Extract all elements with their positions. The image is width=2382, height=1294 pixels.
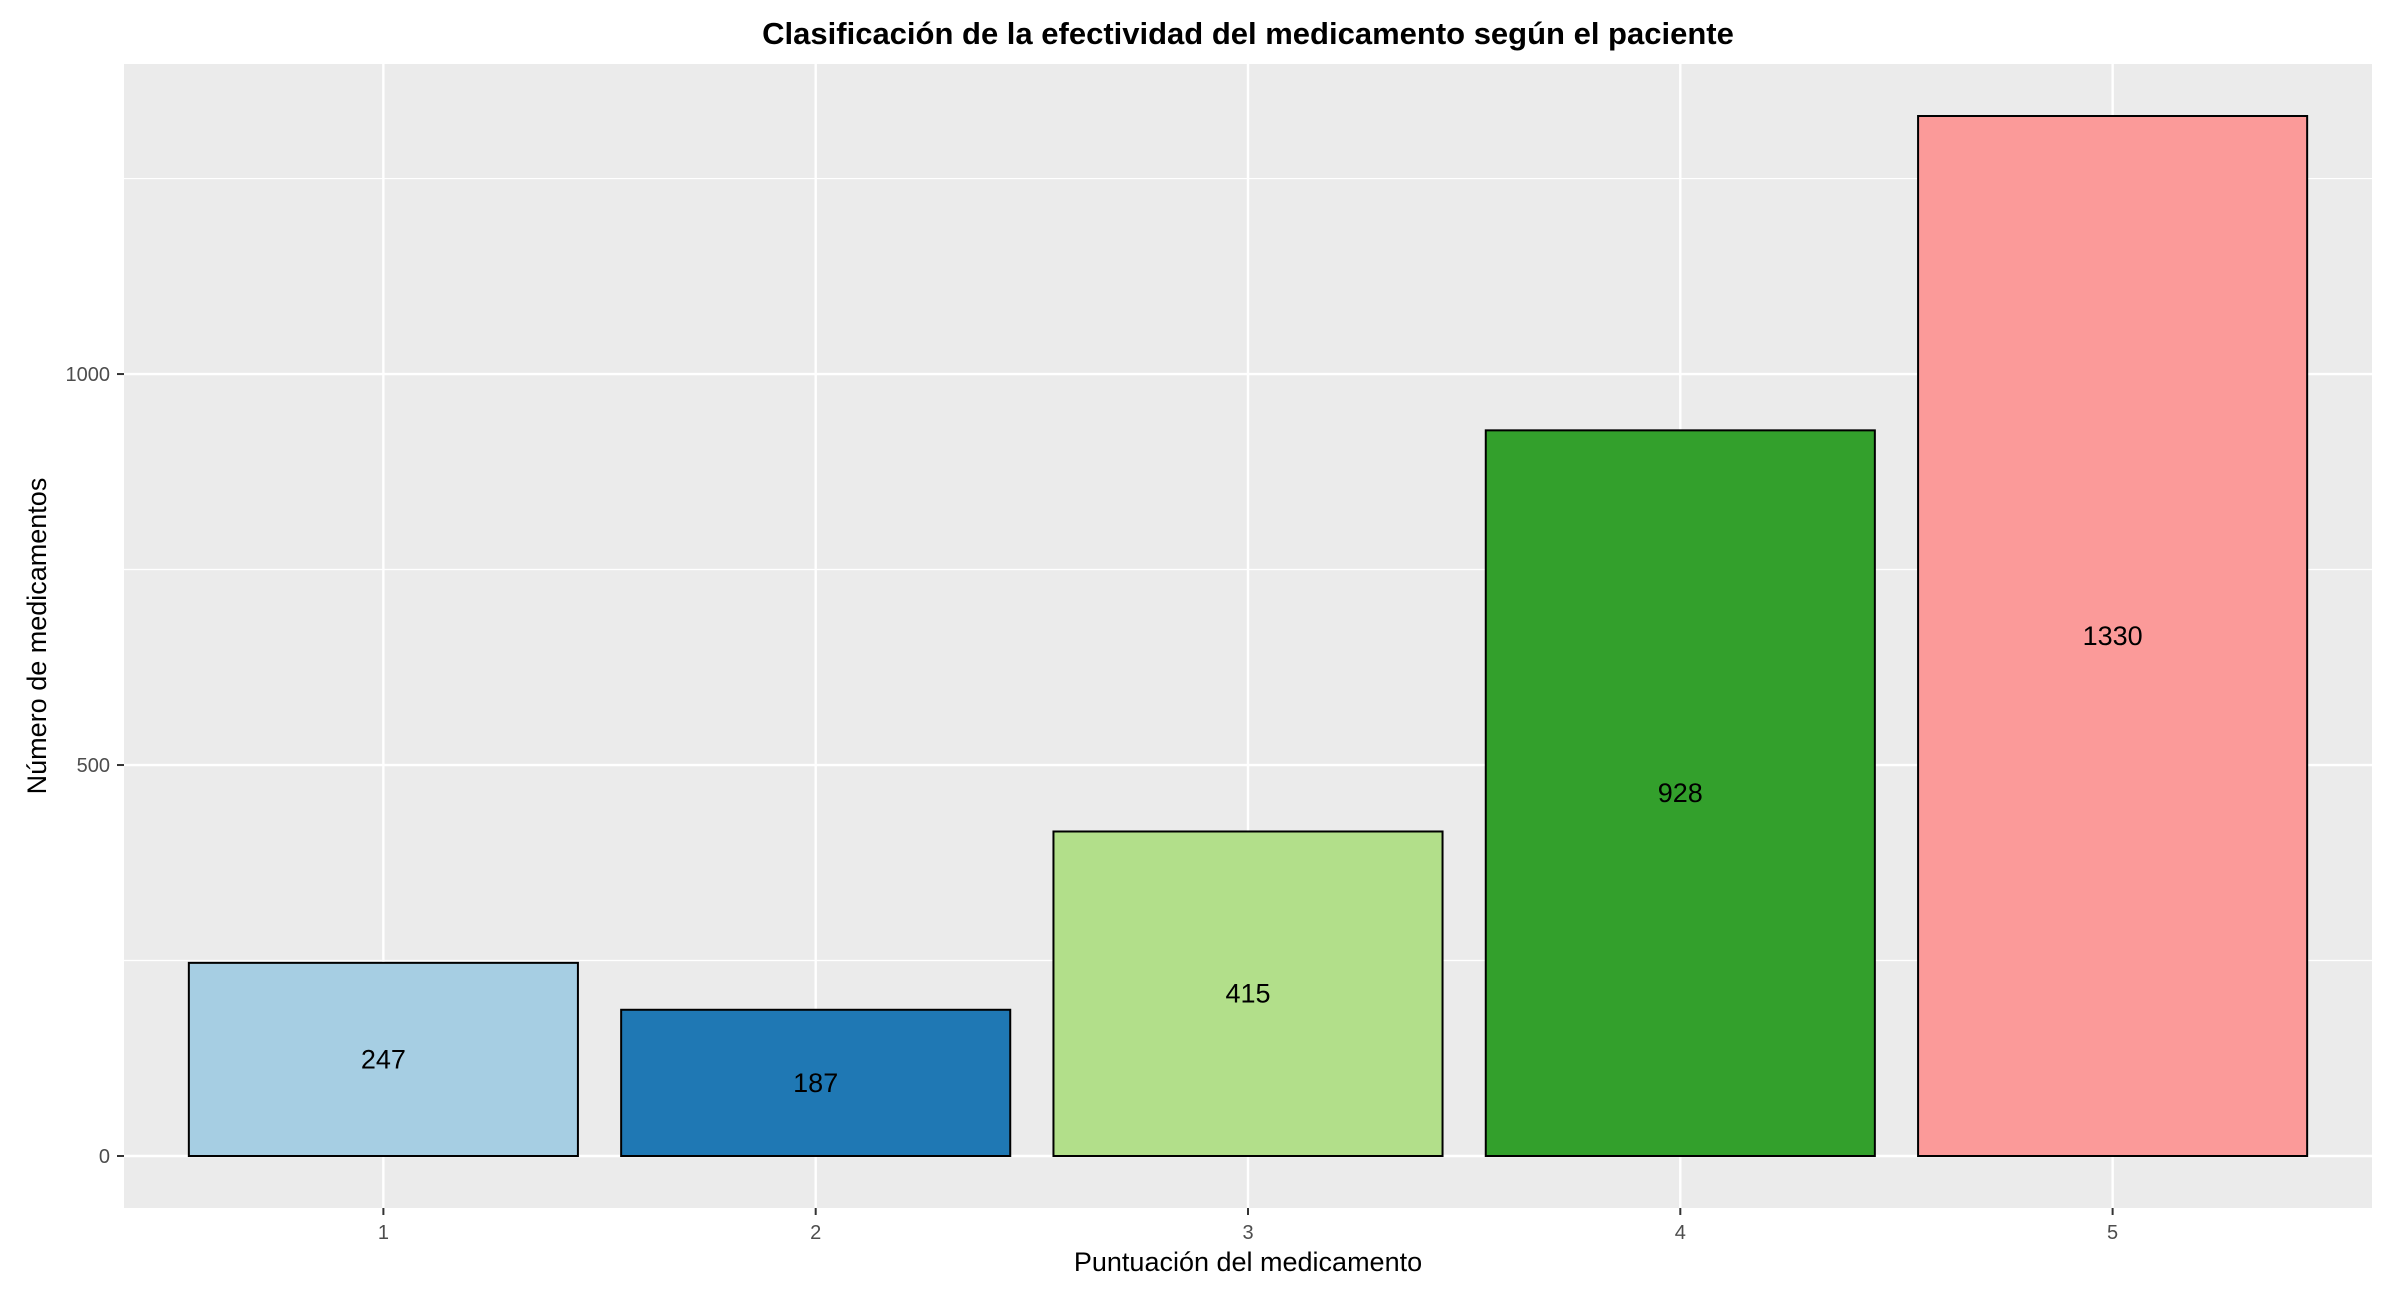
x-tick-label: 1 (378, 1222, 389, 1244)
data-label-5: 1330 (2083, 621, 2143, 651)
data-label-1: 247 (361, 1044, 406, 1074)
bar-3 (1052, 830, 1444, 1157)
x-tick-label: 4 (1675, 1222, 1686, 1244)
y-tick-label: 0 (99, 1146, 110, 1168)
data-label-3: 415 (1225, 979, 1270, 1009)
x-tick-label: 2 (810, 1222, 821, 1244)
chart-title: Clasificación de la efectividad del medi… (762, 16, 1734, 51)
bar-2 (620, 1008, 1012, 1157)
data-label-2: 187 (793, 1068, 838, 1098)
x-tick-label: 5 (2107, 1222, 2118, 1244)
y-tick-label: 1000 (66, 364, 111, 386)
x-axis-title: Puntuación del medicamento (1074, 1247, 1422, 1277)
data-labels-group: 247 187 415 928 1330 (361, 621, 2143, 1098)
data-label-4: 928 (1658, 778, 1703, 808)
bars-group (187, 115, 2309, 1157)
bar-5 (1917, 115, 2309, 1157)
x-tick-label: 3 (1242, 1222, 1253, 1244)
bar-1 (187, 961, 579, 1157)
y-axis: 0 500 1000 (66, 364, 124, 1168)
x-axis: 1 2 3 4 5 (378, 1208, 2118, 1244)
y-axis-title: Número de medicamentos (22, 478, 52, 795)
y-tick-label: 500 (77, 755, 110, 777)
bar-4 (1484, 429, 1876, 1157)
